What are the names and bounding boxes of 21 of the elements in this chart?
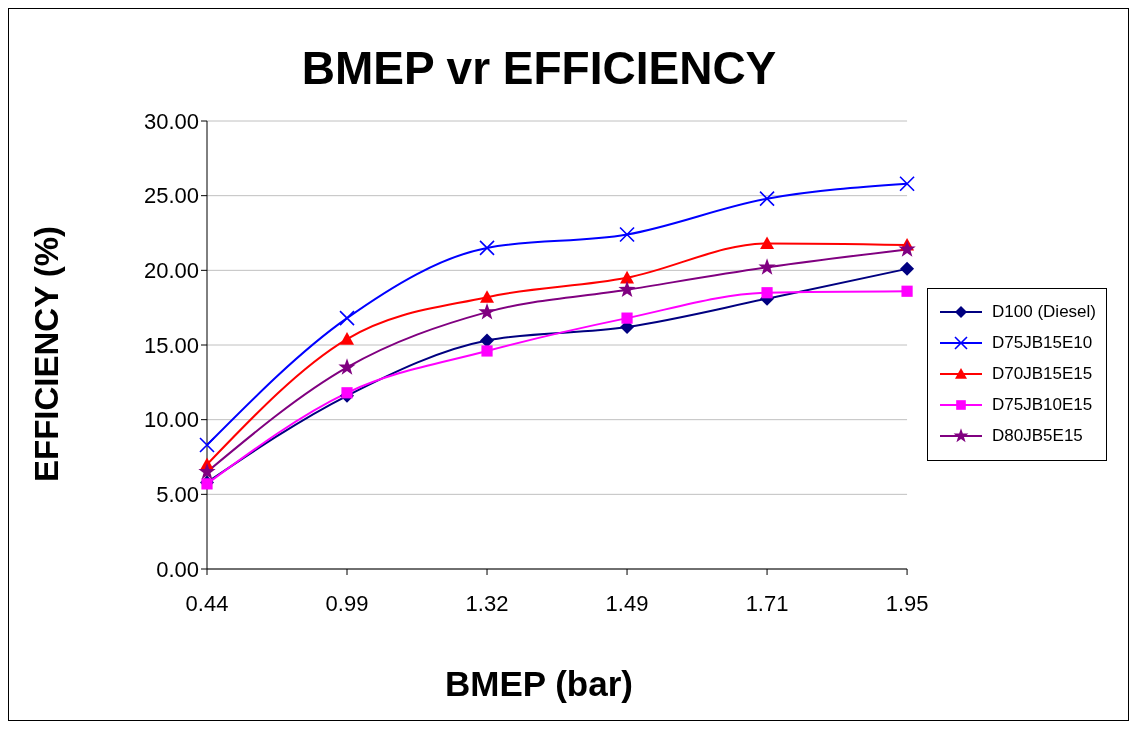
legend-label: D75JB15E10 [992,333,1093,353]
x-tick-label: 1.49 [605,590,649,616]
legend-label: D100 (Diesel) [992,302,1096,322]
x-tick-label: 0.99 [325,590,369,616]
x-tick-label: 0.44 [185,590,229,616]
y-tick-label: 30.00 [143,108,199,134]
y-tick-label: 20.00 [143,258,199,284]
y-tick-label: 5.00 [156,482,199,508]
x-tick-label: 1.95 [885,590,929,616]
legend-label: D75JB10E15 [992,395,1093,415]
y-tick-label: 15.00 [143,332,199,358]
chart-title: BMEP vr EFFICIENCY [300,41,778,95]
x-tick-label: 1.71 [745,590,789,616]
legend-label: D70JB15E15 [992,364,1093,384]
legend-label: D80JB5E15 [992,426,1083,446]
y-axis-title: EFFICIENCY (%) [28,225,66,483]
x-axis-title: BMEP (bar) [444,664,634,704]
x-tick-label: 1.32 [465,590,509,616]
y-tick-label: 0.00 [156,556,199,582]
y-tick-label: 25.00 [143,183,199,209]
y-tick-label: 10.00 [143,407,199,433]
